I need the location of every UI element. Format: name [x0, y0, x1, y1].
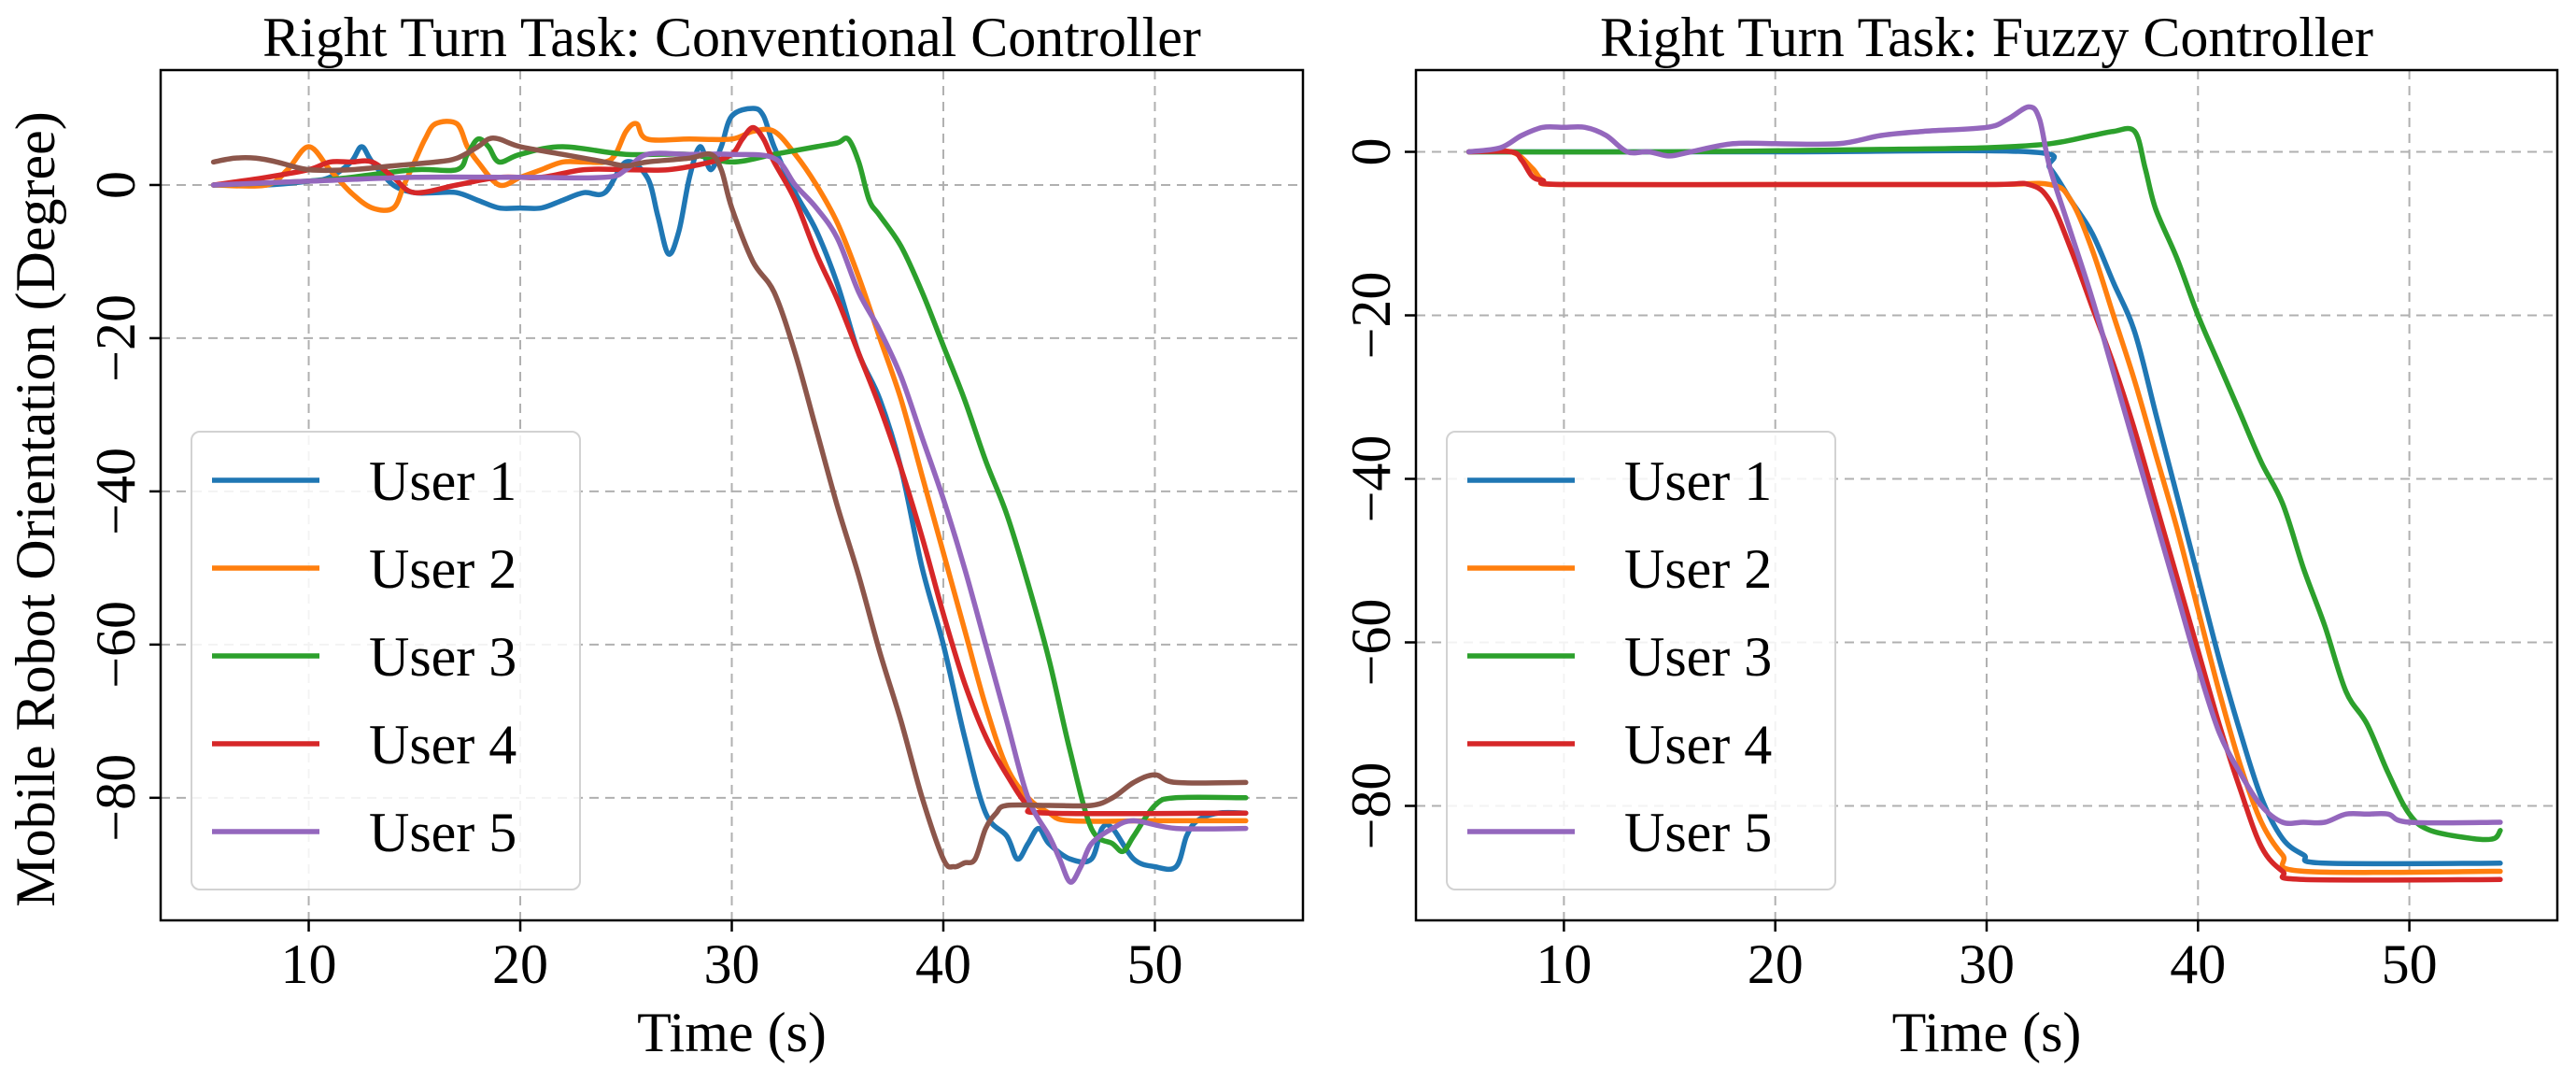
chart2-series-line-user-3	[1465, 125, 2503, 843]
panel-fuzzy-controller: 10 20 30 40 50 0 −20 −40 −60 −80 Right Turn Task: …	[1340, 7, 2559, 1063]
chart2-x-tick-label: 30	[1959, 933, 2015, 995]
shared-y-axis-label: Mobile Robot Orientation (Degree)	[5, 111, 66, 906]
chart1-series-line-user-4	[210, 124, 1249, 817]
chart2-y-tick-label: −40	[1340, 435, 1402, 523]
chart1-legend: User 1 User 2 User 3 User 4 User 5	[191, 431, 581, 890]
chart2-y-tick-label: 0	[1340, 138, 1402, 166]
chart1-x-tick-label: 30	[704, 933, 760, 995]
chart1-series-group	[210, 106, 1249, 885]
chart2-x-tick-label: 10	[1536, 933, 1592, 995]
chart1-series-line-user-2	[210, 119, 1249, 824]
chart1-legend-box	[191, 431, 581, 890]
chart2-legend-label-user-4: User 4	[1624, 714, 1772, 776]
chart1-series-line-user-3	[210, 135, 1249, 855]
chart1-y-tick-label: 0	[85, 171, 147, 199]
chart2-series-line-user-1	[1465, 148, 2503, 867]
chart2-series-line-user-5	[1465, 104, 2503, 827]
chart2-y-tick-label: −60	[1340, 599, 1402, 687]
chart2-x-tick-label: 40	[2170, 933, 2226, 995]
chart1-legend-label-user-4: User 4	[369, 714, 517, 776]
chart1-series-line-unlabeled-5	[210, 135, 1249, 870]
chart1-x-tick-label: 20	[492, 933, 548, 995]
chart1-x-axis-label: Time (s)	[637, 1002, 827, 1063]
chart2-y-tick-label: −80	[1340, 762, 1402, 850]
chart2-legend-box	[1446, 431, 1836, 890]
chart1-y-tick-label: −60	[85, 601, 147, 689]
chart2-legend-label-user-5: User 5	[1624, 802, 1772, 863]
chart2-y-tick-label: −20	[1340, 272, 1402, 360]
chart1-y-tick-label: −20	[85, 294, 147, 382]
chart2-legend-label-user-3: User 3	[1624, 626, 1772, 688]
chart1-y-tick-label: −80	[85, 754, 147, 842]
chart2-series-group	[1465, 104, 2503, 883]
chart2-x-axis-label: Time (s)	[1892, 1002, 2082, 1063]
chart2-legend: User 1 User 2 User 3 User 4 User 5	[1446, 431, 1836, 890]
chart1-series-line-user-5	[210, 150, 1249, 885]
chart1-x-tick-label: 50	[1126, 933, 1182, 995]
chart2-x-tick-label: 50	[2382, 933, 2438, 995]
panel-conventional-controller: 10 20 30 40 50 0 −20 −40 −60 −80 Right Turn Task: …	[85, 7, 1305, 1063]
chart2-legend-label-user-2: User 2	[1624, 538, 1772, 600]
chart2-x-tick-label: 20	[1748, 933, 1804, 995]
chart1-title: Right Turn Task: Conventional Controller	[262, 7, 1201, 68]
chart2-title: Right Turn Task: Fuzzy Controller	[1600, 7, 2373, 68]
chart1-y-tick-label: −40	[85, 448, 147, 535]
chart1-legend-label-user-3: User 3	[369, 626, 517, 688]
chart1-legend-label-user-1: User 1	[369, 450, 517, 512]
chart1-x-tick-label: 40	[915, 933, 971, 995]
chart1-legend-label-user-5: User 5	[369, 802, 517, 863]
chart1-x-tick-label: 10	[281, 933, 337, 995]
chart2-legend-label-user-1: User 1	[1624, 450, 1772, 512]
chart1-legend-label-user-2: User 2	[369, 538, 517, 600]
